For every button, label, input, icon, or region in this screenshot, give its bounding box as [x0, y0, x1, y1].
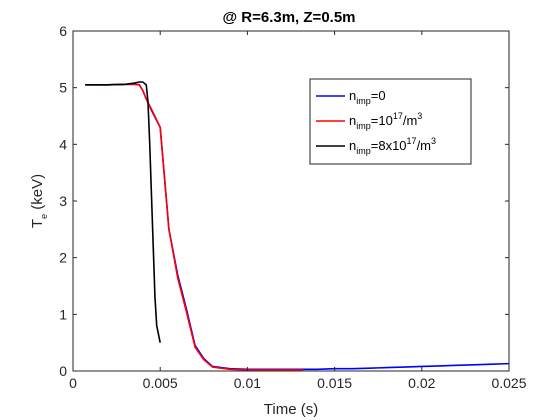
y-label-rest: (keV): [29, 174, 46, 214]
y-tick-label: 1: [59, 306, 67, 322]
y-tick-label: 6: [59, 23, 67, 39]
x-axis: 0 0.005 0.01 0.015 0.02 0.025: [69, 31, 527, 391]
y-label-main: T: [29, 219, 46, 228]
legend: nimp=0 nimp=1017/m3 nimp=8x1017/m3: [309, 78, 472, 165]
series-layer: [85, 81, 510, 371]
y-tick-label: 4: [59, 136, 67, 152]
x-tick-label: 0.015: [317, 375, 352, 391]
series-line-3: [85, 81, 161, 343]
y-label-sub: e: [39, 214, 49, 219]
legend-entry-2: nimp=1017/m3: [349, 111, 422, 131]
x-tick-label: 0.01: [234, 375, 261, 391]
y-axis-label: Te (keV): [29, 174, 49, 228]
x-axis-label: Time (s): [264, 401, 318, 418]
x-tick-label: 0.005: [143, 375, 178, 391]
y-tick-label: 3: [59, 193, 67, 209]
legend-entry-1: nimp=0: [349, 88, 386, 106]
y-tick-label: 5: [59, 80, 67, 96]
x-tick-label: 0: [69, 375, 77, 391]
chart-title: @ R=6.3m, Z=0.5m: [222, 9, 355, 26]
legend-entry-3: nimp=8x1017/m3: [349, 136, 436, 156]
y-tick-label: 0: [59, 363, 67, 379]
x-tick-label: 0.02: [408, 375, 435, 391]
y-tick-label: 2: [59, 250, 67, 266]
x-tick-label: 0.025: [491, 375, 526, 391]
y-axis: 0 1 2 3 4 5 6: [59, 23, 509, 379]
